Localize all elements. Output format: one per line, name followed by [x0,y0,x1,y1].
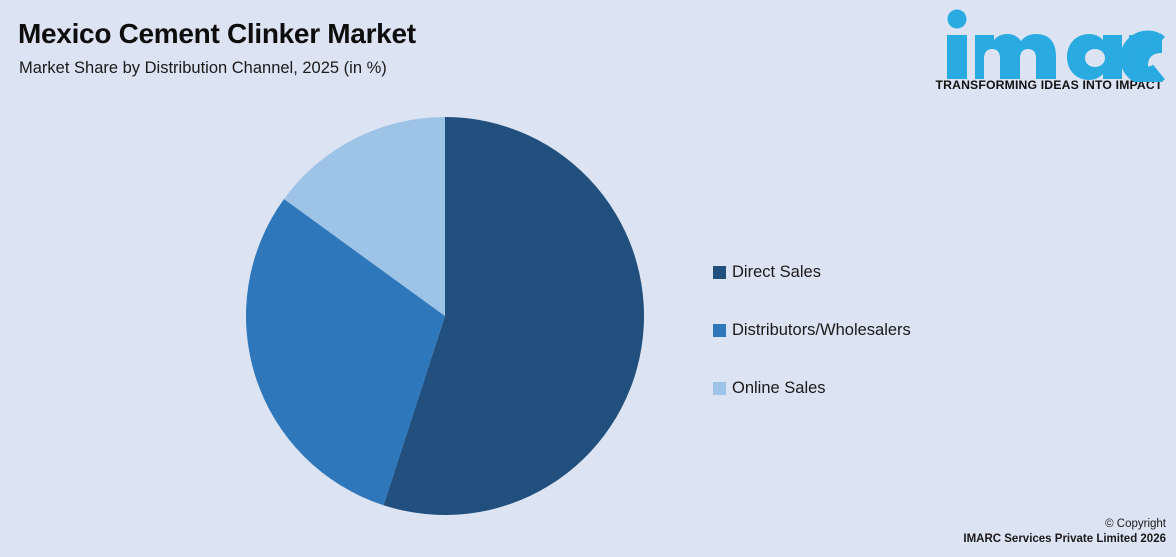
chart-legend: Direct Sales Distributors/Wholesalers On… [713,243,1133,417]
copyright-notice: © Copyright IMARC Services Private Limit… [963,517,1166,547]
legend-item-online-sales[interactable]: Online Sales [713,359,1133,417]
logo-tagline: TRANSFORMING IDEAS INTO IMPACT [935,78,1163,92]
page-title: Mexico Cement Clinker Market [18,18,416,49]
copyright-line-2: IMARC Services Private Limited 2026 [963,533,1166,545]
legend-item-distributors-wholesalers[interactable]: Distributors/Wholesalers [713,301,1133,359]
imarc-wordmark-icon [928,8,1170,82]
legend-item-label: Online Sales [732,378,826,397]
pie-slice[interactable] [246,199,445,506]
legend-item-label: Direct Sales [732,262,821,281]
imarc-logo: TRANSFORMING IDEAS INTO IMPACT [928,8,1170,92]
chart-subtitle: Market Share by Distribution Channel, 20… [19,59,387,77]
legend-item-direct-sales[interactable]: Direct Sales [713,243,1133,301]
pie-slice[interactable] [383,117,645,515]
legend-swatch-icon [713,323,726,337]
pie-slice[interactable] [284,117,445,316]
legend-item-label: Distributors/Wholesalers [732,320,911,339]
legend-swatch-icon [713,381,726,395]
copyright-line-1: © Copyright [1105,518,1166,530]
legend-swatch-icon [713,265,726,279]
